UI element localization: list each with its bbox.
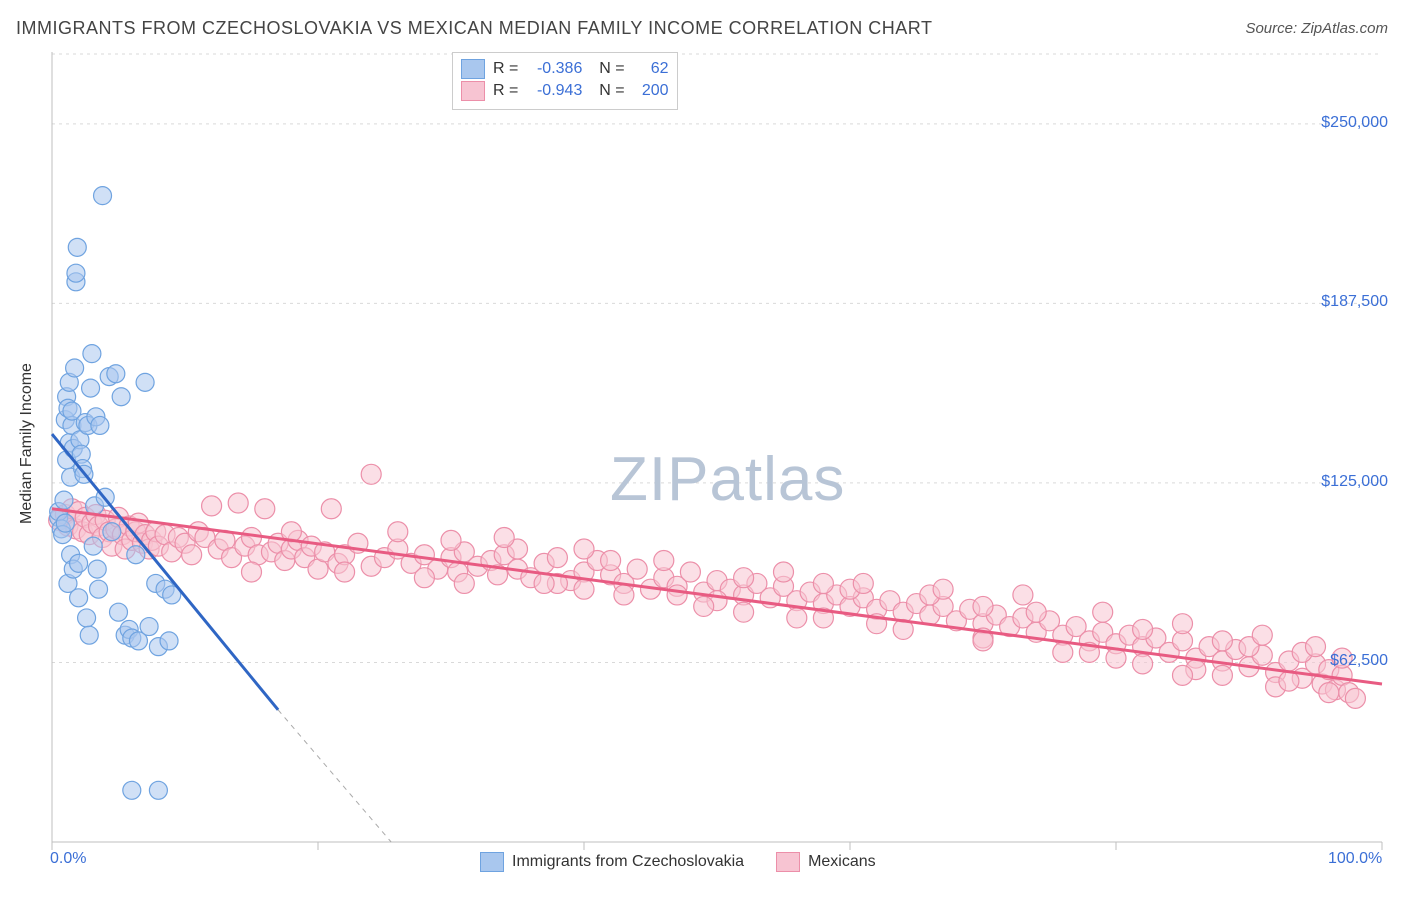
- n-value-1: 200: [633, 82, 669, 100]
- y-tick-label: $125,000: [1321, 473, 1388, 491]
- n-value-0: 62: [633, 60, 669, 78]
- legend-item-0: Immigrants from Czechoslovakia: [480, 852, 744, 872]
- legend-swatch-1: [776, 852, 800, 872]
- x-tick-label: 100.0%: [1328, 850, 1382, 868]
- y-tick-label: $250,000: [1321, 114, 1388, 132]
- y-tick-label: $62,500: [1330, 652, 1388, 670]
- r-label: R =: [493, 60, 518, 78]
- n-label: N =: [590, 82, 624, 100]
- x-tick-label: 0.0%: [50, 850, 86, 868]
- y-tick-label: $187,500: [1321, 293, 1388, 311]
- correlation-row-0: R = -0.386 N = 62: [461, 59, 669, 79]
- n-label: N =: [590, 60, 624, 78]
- swatch-0: [461, 59, 485, 79]
- r-value-1: -0.943: [526, 82, 582, 100]
- swatch-1: [461, 81, 485, 101]
- correlation-legend: R = -0.386 N = 62 R = -0.943 N = 200: [452, 52, 678, 110]
- legend-item-1: Mexicans: [776, 852, 876, 872]
- chart-title: IMMIGRANTS FROM CZECHOSLOVAKIA VS MEXICA…: [16, 18, 932, 39]
- source-label: Source: ZipAtlas.com: [1245, 20, 1388, 37]
- scatter-plot: [0, 44, 1406, 892]
- legend-swatch-0: [480, 852, 504, 872]
- y-axis-label: Median Family Income: [18, 363, 36, 524]
- legend-bottom: Immigrants from Czechoslovakia Mexicans: [480, 852, 876, 872]
- chart-container: ZIPatlas Median Family Income R = -0.386…: [0, 44, 1406, 892]
- correlation-row-1: R = -0.943 N = 200: [461, 81, 669, 101]
- legend-label-1: Mexicans: [808, 853, 876, 871]
- r-value-0: -0.386: [526, 60, 582, 78]
- r-label: R =: [493, 82, 518, 100]
- legend-label-0: Immigrants from Czechoslovakia: [512, 853, 744, 871]
